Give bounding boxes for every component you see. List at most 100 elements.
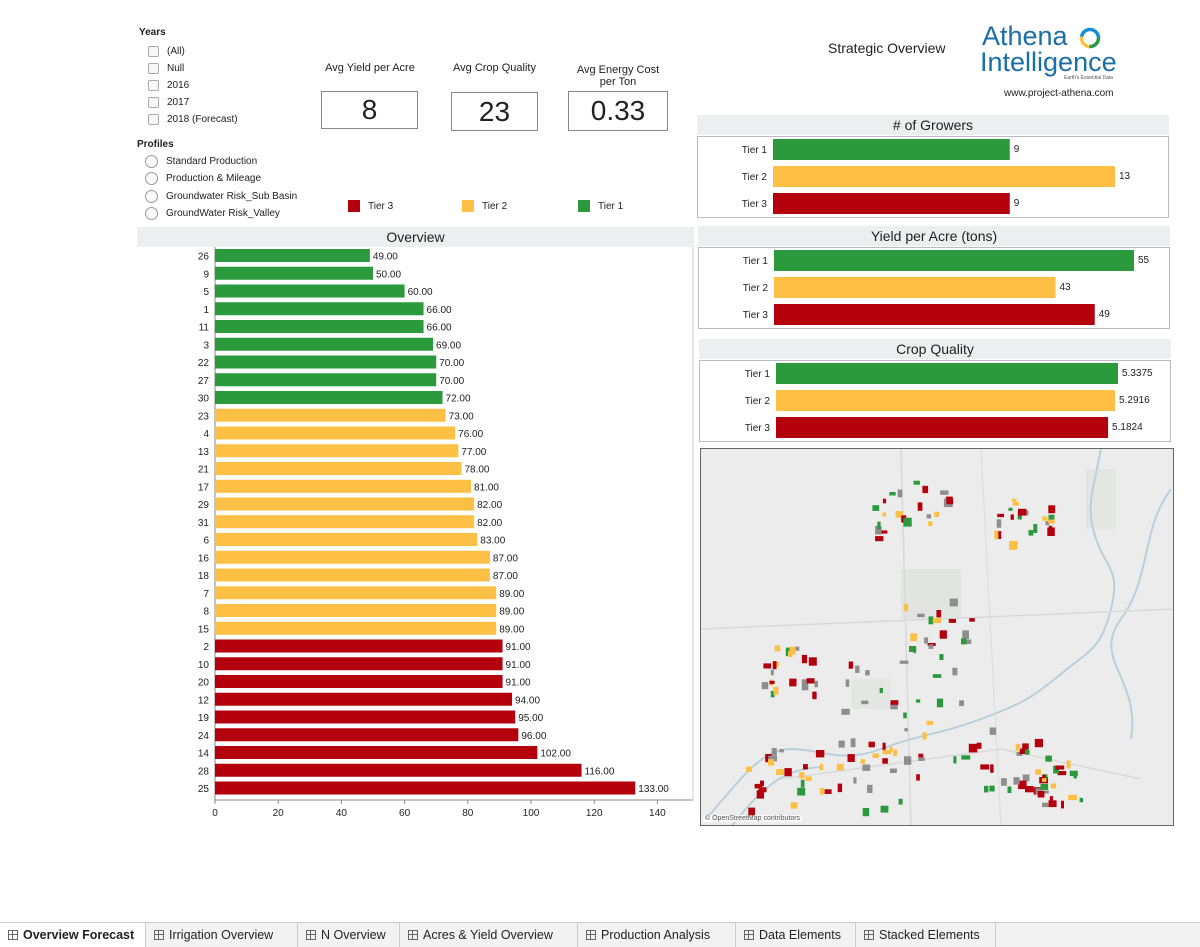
map-field-marker[interactable] <box>910 633 918 642</box>
map-field-marker[interactable] <box>754 783 763 789</box>
overview-bar[interactable] <box>215 639 503 653</box>
map-field-marker[interactable] <box>1011 498 1017 502</box>
checkbox[interactable] <box>148 113 159 125</box>
map-field-marker[interactable] <box>815 750 825 758</box>
map-field-marker[interactable] <box>872 505 880 511</box>
map-field-marker[interactable] <box>1049 796 1054 802</box>
overview-bar[interactable] <box>215 249 370 262</box>
map-field-marker[interactable] <box>1079 797 1083 803</box>
map-field-marker[interactable] <box>808 657 817 666</box>
map-field-marker[interactable] <box>760 780 764 787</box>
map-field-marker[interactable] <box>799 772 805 779</box>
map-field-marker[interactable] <box>819 763 824 771</box>
map-field-marker[interactable] <box>882 498 887 504</box>
overview-bar[interactable] <box>215 586 497 600</box>
tier-bar[interactable] <box>776 417 1109 438</box>
tab-n-overview[interactable]: N Overview <box>298 923 400 947</box>
map-field-marker[interactable] <box>1048 800 1057 808</box>
map-field-marker[interactable] <box>909 646 916 652</box>
map-field-marker[interactable] <box>861 700 869 705</box>
map-field-marker[interactable] <box>926 720 934 726</box>
map-field-marker[interactable] <box>860 759 866 764</box>
map-field-marker[interactable] <box>855 665 860 673</box>
overview-bar[interactable] <box>215 675 503 688</box>
map-field-marker[interactable] <box>772 661 777 670</box>
map-field-marker[interactable] <box>934 511 939 517</box>
map-field-marker[interactable] <box>779 749 784 753</box>
map-field-marker[interactable] <box>878 530 888 534</box>
map-field-marker[interactable] <box>1055 765 1065 770</box>
map-field-marker[interactable] <box>824 789 832 794</box>
map-field-marker[interactable] <box>890 700 899 705</box>
map-field-marker[interactable] <box>745 766 752 772</box>
map-field-marker[interactable] <box>1010 514 1014 520</box>
overview-bar[interactable] <box>215 781 636 795</box>
radio-button[interactable] <box>145 155 158 168</box>
map-field-marker[interactable] <box>1057 771 1067 776</box>
map-field-marker[interactable] <box>1047 527 1055 537</box>
map-field-marker[interactable] <box>1025 786 1034 793</box>
map-field-marker[interactable] <box>928 616 934 625</box>
map-field-marker[interactable] <box>773 686 779 695</box>
overview-bar[interactable] <box>215 728 519 742</box>
map-field-marker[interactable] <box>996 519 1002 528</box>
overview-bar[interactable] <box>215 426 456 440</box>
map-field-marker[interactable] <box>836 763 844 771</box>
map-field-marker[interactable] <box>994 530 999 540</box>
profile-standard-production[interactable]: Standard Production <box>145 154 257 169</box>
map-field-marker[interactable] <box>924 637 929 644</box>
overview-bar[interactable] <box>215 337 434 351</box>
map-field-marker[interactable] <box>904 756 912 765</box>
map-field-marker[interactable] <box>948 618 956 623</box>
profile-production-mileage[interactable]: Production & Mileage <box>145 171 261 186</box>
map-field-marker[interactable] <box>865 670 870 676</box>
map-field-marker[interactable] <box>875 536 884 542</box>
tab-acres-yield-overview[interactable]: Acres & Yield Overview <box>400 923 578 947</box>
map-field-marker[interactable] <box>899 660 909 664</box>
overview-bar[interactable] <box>215 515 475 529</box>
map-field-marker[interactable] <box>903 604 909 612</box>
map-field-marker[interactable] <box>768 759 775 766</box>
profile-groundwater-sub-basin[interactable]: Groundwater Risk_Sub Basin <box>145 189 297 204</box>
map-field-marker[interactable] <box>969 618 975 622</box>
map-field-marker[interactable] <box>903 712 907 719</box>
map-field-marker[interactable] <box>990 764 994 773</box>
map-field-marker[interactable] <box>997 513 1004 518</box>
map-field-marker[interactable] <box>913 480 920 485</box>
map-field-marker[interactable] <box>1022 743 1029 750</box>
map-field-marker[interactable] <box>801 654 808 664</box>
map-field-marker[interactable] <box>862 808 870 817</box>
map-field-marker[interactable] <box>1035 769 1041 775</box>
map-field-marker[interactable] <box>932 674 942 678</box>
map-field-marker[interactable] <box>1042 516 1048 521</box>
overview-bar[interactable] <box>215 266 373 280</box>
map-field-marker[interactable] <box>893 749 897 756</box>
map-field-marker[interactable] <box>959 700 964 707</box>
tab-production-analysis[interactable]: Production Analysis <box>578 923 736 947</box>
map-field-marker[interactable] <box>776 769 784 775</box>
tab-stacked-elements[interactable]: Stacked Elements <box>856 923 996 947</box>
map-field-marker[interactable] <box>1009 541 1018 550</box>
map-field-marker[interactable] <box>880 805 889 813</box>
map-field-marker[interactable] <box>918 753 924 761</box>
map-field-marker[interactable] <box>1048 514 1055 520</box>
map-field-marker[interactable] <box>1007 786 1012 794</box>
map-field-marker[interactable] <box>770 669 774 676</box>
map-field-marker[interactable] <box>803 764 808 770</box>
overview-bar[interactable] <box>215 284 405 298</box>
map-field-marker[interactable] <box>1050 783 1057 789</box>
map-field-marker[interactable] <box>989 785 995 792</box>
checkbox[interactable] <box>148 45 159 57</box>
map-field-marker[interactable] <box>806 678 815 684</box>
map-field-marker[interactable] <box>797 787 806 796</box>
overview-bar[interactable] <box>215 497 475 511</box>
map-field-marker[interactable] <box>895 511 903 518</box>
map-field-marker[interactable] <box>936 610 942 618</box>
radio-button[interactable] <box>145 190 158 203</box>
map-field-marker[interactable] <box>761 682 769 690</box>
tier-bar[interactable] <box>774 250 1134 271</box>
checkbox[interactable] <box>148 79 159 91</box>
map-field-marker[interactable] <box>805 776 812 781</box>
map-field-marker[interactable] <box>949 598 958 607</box>
checkbox[interactable] <box>148 62 159 74</box>
